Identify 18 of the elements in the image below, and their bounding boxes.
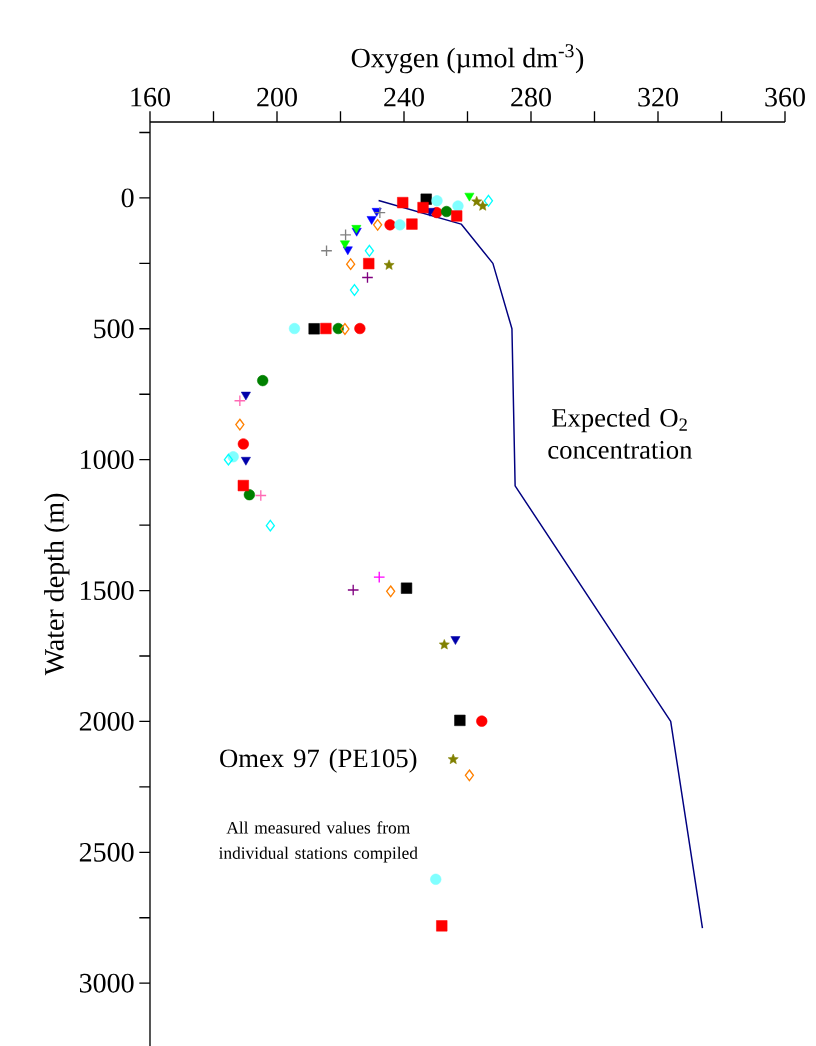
y-tick-label: 3000 — [79, 973, 134, 993]
y-tick-label: 2500 — [79, 842, 134, 862]
annotation: Omex 97 (PE105) — [220, 748, 417, 773]
y-tick-label: 2000 — [79, 711, 134, 731]
y-tick-label: 0 — [121, 188, 134, 208]
x-tick-label: 280 — [511, 87, 551, 107]
x-tick-label: 200 — [257, 87, 297, 107]
x-tick-label: 240 — [384, 87, 424, 107]
x-tick-label: 320 — [638, 87, 678, 107]
y-tick-label: 500 — [94, 319, 134, 339]
annotation: All measured values from individual stations compiled — [218, 821, 418, 863]
x-axis-title: Oxygen (µmol dm$^{-3}$) — [351, 44, 584, 74]
x-tick-label: 360 — [765, 87, 805, 107]
x-tick-label: 160 — [131, 87, 170, 107]
y-tick-label: 1000 — [81, 450, 134, 470]
series-label: Expected O$_{2}$ concentration — [548, 408, 693, 459]
y-tick-label: 1500 — [81, 581, 134, 600]
y-axis-title: Water depth (m) — [44, 493, 70, 676]
